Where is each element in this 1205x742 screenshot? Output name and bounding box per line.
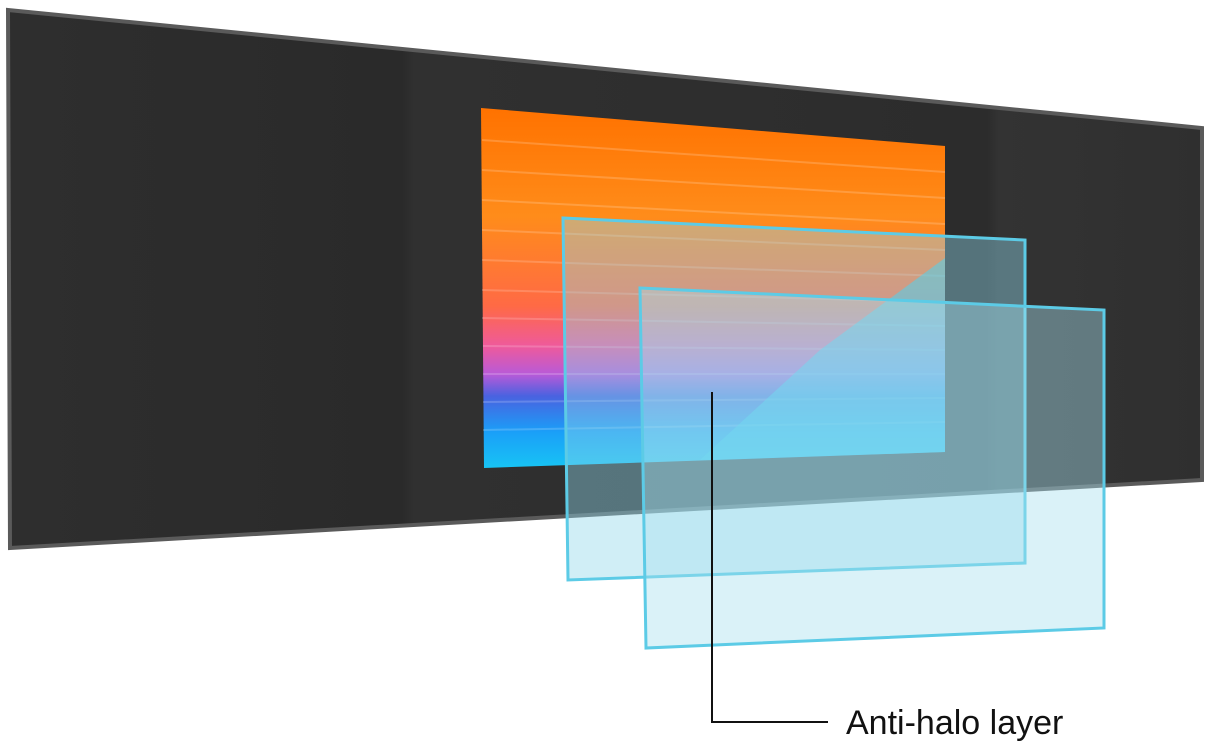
- screen-glare: [700, 258, 945, 460]
- anti-halo-layer-front: [638, 286, 1106, 650]
- callout-leader-line: [711, 392, 828, 723]
- callout-label: Anti-halo layer: [846, 704, 1063, 742]
- anti-halo-layer-rear: [561, 216, 1027, 582]
